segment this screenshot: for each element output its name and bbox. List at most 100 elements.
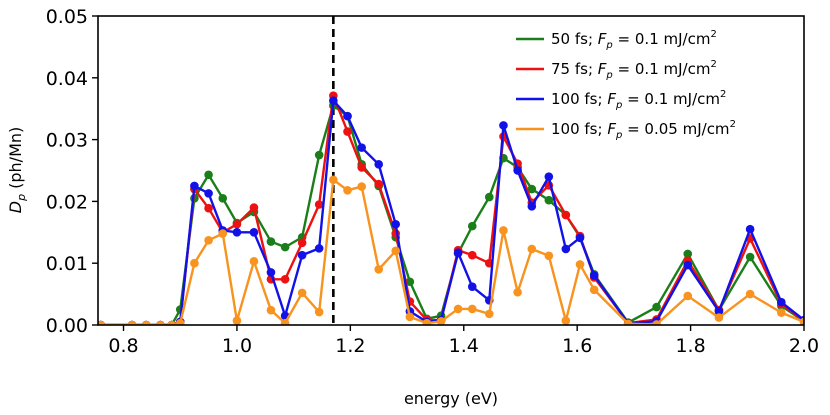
data-point: [652, 302, 661, 312]
data-point: [98, 320, 106, 325]
y-axis: 0.00 0.01 0.02 0.03 0.04 0.05: [46, 6, 98, 337]
data-point: [527, 202, 537, 211]
data-point: [467, 221, 477, 231]
data-point: [314, 150, 324, 160]
series-line: [100, 99, 804, 325]
data-point: [513, 287, 522, 297]
series-layer: [98, 91, 804, 325]
x-tick-label: 1.6: [562, 335, 592, 357]
data-point: [499, 121, 508, 130]
data-point: [561, 316, 571, 325]
data-point: [683, 249, 693, 259]
legend-item: 75 fs; Fp = 0.1 mJ/cm2: [516, 59, 717, 81]
y-tick-label: 0.04: [46, 68, 88, 90]
legend: 50 fs; Fp = 0.1 mJ/cm2 75 fs; Fp = 0.1 mJ…: [516, 29, 736, 141]
data-point: [683, 291, 693, 301]
data-point: [204, 203, 213, 213]
data-point: [232, 316, 242, 325]
legend-item: 50 fs; Fp = 0.1 mJ/cm2: [516, 29, 717, 51]
data-point: [297, 288, 307, 298]
y-tick-label: 0.00: [46, 315, 88, 337]
data-point: [436, 316, 446, 325]
data-point: [714, 307, 724, 316]
data-point: [499, 226, 508, 235]
data-point: [190, 258, 199, 268]
data-point: [745, 224, 755, 234]
x-tick-label: 1.0: [222, 335, 252, 357]
data-point: [405, 277, 415, 287]
data-point: [266, 237, 276, 246]
data-point: [280, 242, 290, 252]
data-point: [343, 111, 352, 121]
data-point: [544, 251, 554, 261]
data-point: [453, 304, 463, 314]
data-point: [204, 170, 213, 180]
data-point: [714, 313, 724, 322]
data-point: [297, 250, 307, 260]
data-point: [314, 200, 324, 209]
data-point: [357, 143, 366, 152]
data-point: [190, 181, 199, 191]
data-point: [561, 210, 571, 220]
data-point: [575, 260, 585, 269]
legend-label: 50 fs; Fp = 0.1 mJ/cm2: [551, 29, 717, 51]
data-point: [232, 228, 242, 237]
data-point: [467, 282, 477, 291]
data-point: [266, 268, 276, 277]
data-point: [314, 244, 324, 253]
data-point: [589, 285, 599, 295]
y-tick-label: 0.02: [46, 191, 88, 213]
data-point: [527, 184, 537, 194]
data-point: [141, 320, 151, 325]
x-axis: 0.8 1.0 1.2 1.4 1.6 1.8 2.0: [108, 325, 819, 357]
data-point: [167, 320, 177, 325]
series-line: [100, 178, 804, 325]
data-point: [249, 203, 259, 212]
data-point: [467, 304, 477, 314]
x-tick-label: 1.4: [449, 335, 479, 357]
legend-item: 100 fs; Fp = 0.1 mJ/cm2: [516, 89, 726, 111]
y-tick-label: 0.03: [46, 130, 88, 152]
data-point: [575, 233, 585, 243]
data-point: [329, 175, 338, 185]
legend-label: 100 fs; Fp = 0.05 mJ/cm2: [551, 119, 736, 141]
data-point: [652, 320, 661, 325]
data-point: [484, 192, 494, 202]
data-point: [374, 179, 383, 189]
data-point: [156, 320, 165, 325]
data-point: [544, 172, 554, 181]
data-point: [266, 305, 276, 315]
data-point: [391, 219, 401, 229]
data-point: [204, 189, 213, 198]
data-point: [218, 194, 228, 203]
data-point: [329, 96, 338, 105]
data-point: [484, 309, 494, 319]
svg-text:Dp (ph/Mn): Dp (ph/Mn): [6, 127, 28, 214]
x-tick-label: 1.2: [335, 335, 365, 357]
data-point: [561, 244, 571, 254]
data-point: [374, 160, 383, 169]
data-point: [513, 166, 522, 175]
data-point: [314, 307, 324, 317]
data-point: [405, 312, 415, 322]
data-point: [175, 318, 185, 325]
y-tick-label: 0.05: [46, 6, 88, 28]
legend-item: 100 fs; Fp = 0.05 mJ/cm2: [516, 119, 736, 141]
data-point: [422, 318, 432, 325]
data-point: [623, 319, 633, 325]
data-point: [777, 308, 786, 317]
legend-label: 75 fs; Fp = 0.1 mJ/cm2: [551, 59, 717, 81]
data-point: [589, 271, 599, 280]
data-point: [297, 238, 307, 248]
x-tick-label: 1.8: [675, 335, 705, 357]
data-point: [357, 163, 366, 172]
y-tick-label: 0.01: [46, 253, 88, 275]
data-point: [127, 320, 137, 325]
data-point: [745, 252, 755, 262]
x-tick-label: 2.0: [789, 335, 819, 357]
y-axis-label: Dp (ph/Mn): [6, 127, 28, 214]
data-point: [204, 236, 213, 245]
data-point: [527, 244, 537, 254]
data-point: [232, 219, 242, 229]
